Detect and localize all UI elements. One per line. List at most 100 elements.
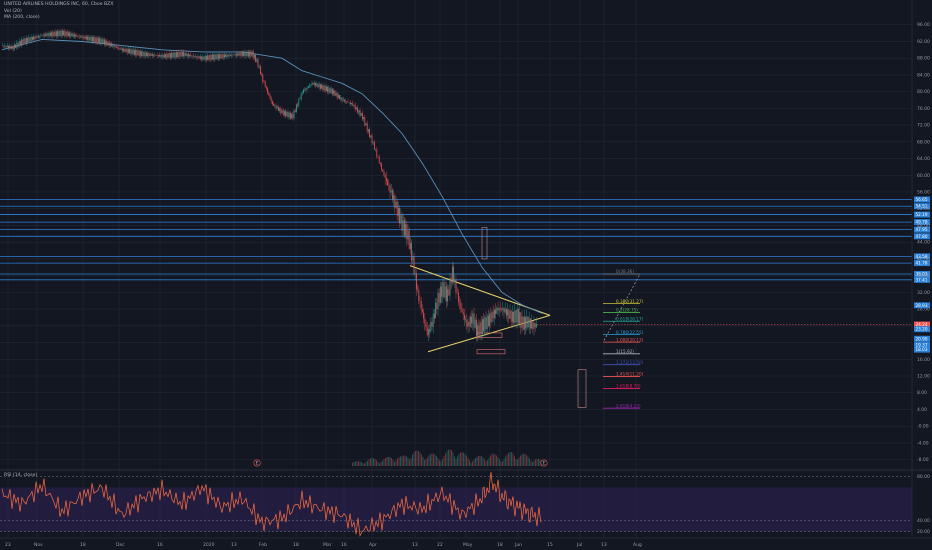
ma-indicator-label[interactable]: MA (200, close) — [4, 15, 40, 20]
triangle-lower-line — [427, 314, 551, 353]
symbol-title[interactable]: UNITED AIRLINES HOLDINGS INC, 60, Cboe B… — [4, 2, 114, 7]
candle-body — [252, 51, 254, 58]
volume-bar — [527, 456, 529, 466]
candle-body — [60, 30, 62, 36]
volume-bar — [514, 456, 515, 466]
candle-body — [28, 37, 30, 43]
candle-body — [8, 45, 9, 49]
candle-body — [502, 308, 504, 310]
candle-body — [137, 50, 139, 56]
candle-body — [84, 36, 86, 40]
fibonacci-extension[interactable]: 0(38.36) 0.382(31.27) 0.5(28.75) 0.618(26.1… — [603, 269, 644, 409]
volume-bar — [521, 454, 523, 466]
candle-body — [218, 54, 219, 59]
candle-body — [272, 101, 273, 104]
candle-body — [442, 282, 444, 297]
candle-body — [72, 34, 74, 37]
candle-body — [200, 56, 201, 59]
candle-body — [389, 185, 391, 193]
candle-body — [477, 325, 478, 336]
volume-bar — [370, 458, 371, 466]
candle-body — [474, 319, 476, 328]
candle-body — [168, 53, 170, 58]
candle-body — [351, 102, 352, 104]
support-price-tag — [914, 260, 930, 267]
candle-body — [244, 51, 246, 57]
price-tick-label: 8.00 — [917, 390, 927, 396]
volume-bar — [400, 456, 401, 466]
candle-body — [226, 54, 228, 58]
candle-body — [316, 83, 318, 86]
candle-body — [256, 59, 258, 62]
candle-body — [14, 44, 15, 50]
candle-body — [230, 54, 231, 56]
volume-bar — [362, 463, 364, 466]
candle-body — [327, 86, 328, 93]
time-tick-label: Nov — [34, 542, 43, 548]
candle-body — [519, 312, 520, 324]
rsi-indicator-label[interactable]: RSI (14, close) — [4, 473, 38, 478]
volume-bar — [355, 461, 356, 466]
candle-body — [42, 35, 44, 36]
volume-bar — [383, 459, 385, 466]
candle-body — [38, 35, 39, 38]
candle-body — [270, 98, 272, 102]
candle-body — [221, 54, 223, 59]
candle-body — [536, 323, 537, 328]
candle-body — [334, 90, 336, 96]
candle-body — [254, 54, 255, 58]
volume-bar — [449, 449, 451, 466]
candle-body — [16, 42, 18, 48]
candle-body — [186, 53, 188, 57]
candle-body — [426, 327, 428, 336]
volume-bar — [373, 458, 374, 466]
candle-body — [462, 311, 464, 315]
volume-bar — [493, 453, 494, 466]
candle-body — [64, 30, 66, 36]
time-axis[interactable]: 23 Nov 18 Dec 16 2020 13 Feb 18 Mar 16 Apr 13 22 May 18… — [0, 537, 932, 548]
candle-body — [296, 104, 297, 112]
volume-bar — [461, 452, 463, 466]
candle-body — [206, 55, 207, 60]
volume-bar — [440, 461, 442, 466]
candle-body — [321, 84, 322, 89]
candle-body — [482, 319, 483, 335]
candle-body — [208, 55, 210, 60]
volume-bar — [509, 452, 511, 466]
candle-body — [455, 279, 457, 293]
candle-body — [404, 220, 405, 236]
candle-body — [29, 37, 31, 42]
volume-indicator-label[interactable]: Vol (20) — [4, 8, 22, 14]
candle-body — [136, 50, 138, 56]
candle-body — [24, 38, 26, 43]
candle-body — [400, 214, 402, 224]
candle-body — [182, 51, 183, 57]
candle-body — [185, 52, 187, 57]
support-price-tag — [914, 233, 930, 240]
support-price-tag — [914, 211, 930, 218]
candle-body — [490, 313, 492, 323]
time-tick-label: May — [463, 542, 473, 548]
time-tick-label: 13 — [231, 542, 237, 548]
candle-body — [336, 92, 338, 98]
volume-bar — [467, 457, 469, 466]
candle-body — [131, 49, 133, 55]
volume-bar — [391, 457, 392, 466]
candle-body — [125, 48, 127, 52]
candle-body — [284, 111, 285, 116]
candle-body — [390, 190, 392, 193]
volume-bar — [502, 461, 503, 466]
candle-body — [102, 39, 104, 44]
rsi-pane[interactable]: 80.00 40.00 20.00 — [0, 469, 932, 537]
volume-bar — [386, 457, 388, 466]
price-tick-label: 88.00 — [917, 56, 930, 62]
candle-body — [6, 45, 8, 48]
candle-body — [268, 92, 270, 95]
candle-body — [383, 171, 385, 176]
candle-body — [124, 48, 126, 52]
candle-body — [308, 86, 309, 88]
candle-body — [394, 195, 396, 208]
candle-body — [300, 93, 302, 100]
